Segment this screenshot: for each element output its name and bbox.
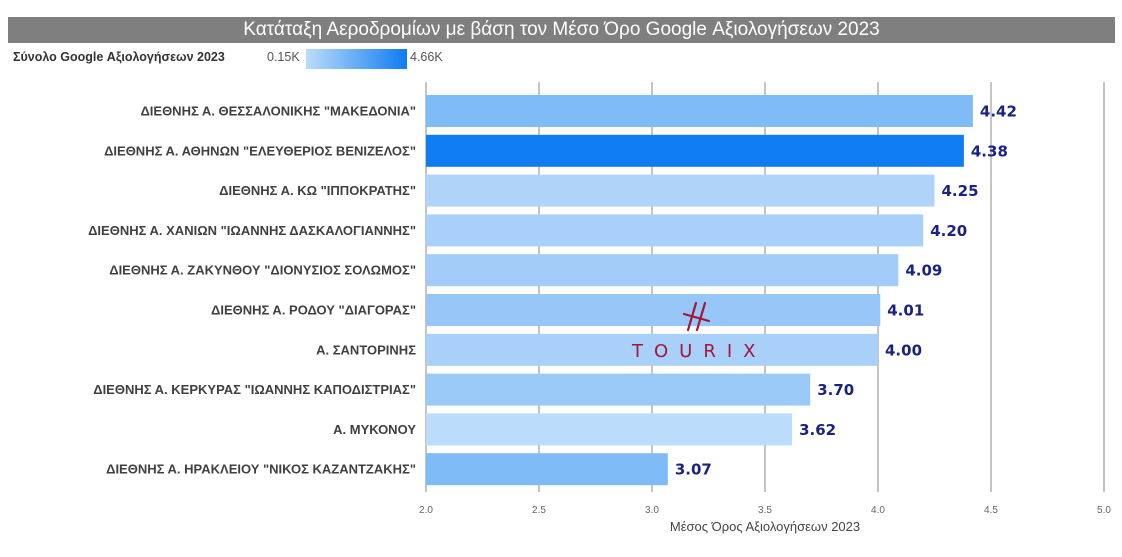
legend-gradient: [306, 49, 407, 69]
value-labels: 4.42 4.38 4.25 4.20 4.09 4.01 4.00 3.70 3.62 3.07: [675, 103, 1017, 479]
bar[interactable]: [426, 453, 668, 486]
value-label: 3.70: [817, 381, 854, 399]
category-label: Α. ΜΥΚΟΝΟΥ: [333, 422, 416, 437]
bar[interactable]: [426, 95, 973, 127]
x-tick-label: 3.5: [758, 505, 772, 516]
category-label: ΔΙΕΘΝΗΣ Α. ΚΩ "ΙΠΠΟΚΡΑΤΗΣ": [219, 183, 416, 198]
bars: [426, 95, 973, 486]
value-label: 4.01: [887, 302, 924, 320]
value-label: 4.09: [905, 262, 942, 280]
category-label: ΔΙΕΘΝΗΣ Α. ΚΕΡΚΥΡΑΣ "ΙΩΑΝΝΗΣ ΚΑΠΟΔΙΣΤΡΙΑ…: [93, 382, 416, 397]
bar[interactable]: [426, 214, 924, 247]
legend-max-label: 4.66K: [410, 50, 443, 64]
bar[interactable]: [426, 373, 811, 406]
legend-min-label: 0.15K: [267, 50, 300, 64]
value-label: 4.00: [885, 341, 922, 359]
value-label: 3.07: [675, 461, 712, 479]
x-tick-label: 5.0: [1097, 505, 1111, 516]
category-label: ΔΙΕΘΝΗΣ Α. ΑΘΗΝΩΝ "ΕΛΕΥΘΕΡΙΟΣ ΒΕΝΙΖΕΛΟΣ": [104, 143, 416, 158]
category-label: ΔΙΕΘΝΗΣ Α. ΖΑΚΥΝΘΟΥ "ΔΙΟΝΥΣΙΟΣ ΣΟΛΩΜΟΣ": [109, 263, 416, 278]
value-label: 4.38: [971, 142, 1008, 160]
chart-title: Κατάταξη Αεροδρομίων με βάση τον Μέσο Όρ…: [8, 17, 1115, 43]
bar[interactable]: [426, 134, 964, 167]
category-label: Α. ΣΑΝΤΟΡΙΝΗΣ: [316, 342, 416, 357]
bar[interactable]: [426, 254, 899, 287]
x-tick-labels: 2.0 2.5 3.0 3.5 4.0 4.5 5.0: [419, 505, 1111, 516]
legend-label: Σύνολο Google Αξιολογήσεων 2023: [13, 50, 225, 64]
category-label: ΔΙΕΘΝΗΣ Α. ΘΕΣΣΑΛΟΝΙΚΗΣ "ΜΑΚΕΔΟΝΙΑ": [140, 104, 416, 119]
bar[interactable]: [426, 294, 881, 326]
value-label: 3.62: [799, 421, 836, 439]
category-label: ΔΙΕΘΝΗΣ Α. ΡΟΔΟΥ "ΔΙΑΓΟΡΑΣ": [211, 303, 416, 318]
category-label: ΔΙΕΘΝΗΣ Α. ΗΡΑΚΛΕΙΟΥ "ΝΙΚΟΣ ΚΑΖΑΝΤΖΑΚΗΣ": [106, 462, 416, 477]
tourix-mark-icon: [682, 301, 711, 332]
x-tick-label: 2.5: [532, 505, 546, 516]
value-label: 4.25: [942, 182, 979, 200]
x-tick-label: 4.5: [984, 505, 998, 516]
x-axis-label: Μέσος Όρος Αξιολογήσεων 2023: [670, 519, 860, 534]
watermark-text: TOURIX: [631, 341, 766, 362]
bar[interactable]: [426, 413, 793, 446]
category-labels: ΔΙΕΘΝΗΣ Α. ΘΕΣΣΑΛΟΝΙΚΗΣ "ΜΑΚΕΔΟΝΙΑ" ΔΙΕΘΝ…: [88, 104, 416, 477]
bar[interactable]: [426, 174, 935, 207]
x-tick-label: 2.0: [419, 505, 433, 516]
x-tick-label: 3.0: [645, 505, 659, 516]
bar[interactable]: [426, 333, 878, 366]
x-tick-label: 4.0: [871, 505, 885, 516]
watermark: TOURIX: [631, 301, 766, 362]
category-label: ΔΙΕΘΝΗΣ Α. ΧΑΝΙΩΝ "ΙΩΑΝΝΗΣ ΔΑΣΚΑΛΟΓΙΑΝΝΗ…: [88, 223, 416, 238]
value-label: 4.20: [930, 222, 967, 240]
value-label: 4.42: [980, 103, 1017, 121]
